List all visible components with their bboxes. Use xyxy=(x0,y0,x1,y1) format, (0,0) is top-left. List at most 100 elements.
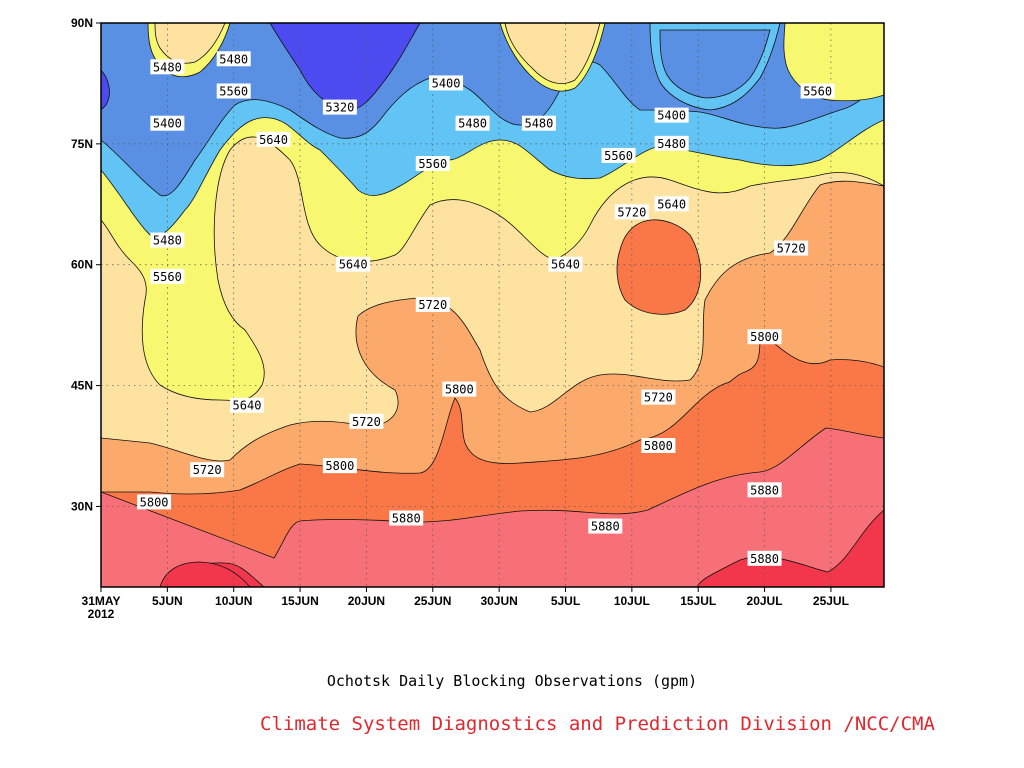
contour-label: 5560 xyxy=(150,268,185,284)
contour-label-text: 5480 xyxy=(657,137,686,151)
contour-label-box xyxy=(415,297,450,312)
contour-label-box xyxy=(349,413,384,429)
contour-label-text: 5480 xyxy=(153,234,182,248)
contour-label-box xyxy=(150,232,185,248)
contour-label: 5880 xyxy=(747,482,782,498)
contour-label: 5480 xyxy=(150,232,185,248)
contour-band xyxy=(616,219,702,315)
contour-label-box xyxy=(654,135,689,151)
y-tick-label: 30N xyxy=(71,499,93,513)
contour-label-text: 5480 xyxy=(524,117,553,131)
contour-label-box xyxy=(548,256,583,272)
contour-label: 5320 xyxy=(322,99,357,115)
contour-label-box xyxy=(654,107,689,123)
contour-label-text: 5880 xyxy=(392,512,421,526)
contour-label-text: 5880 xyxy=(591,520,620,534)
contour-label-text: 5800 xyxy=(325,459,354,473)
contour-label-box xyxy=(336,256,371,272)
x-tick-label: 5JUL xyxy=(551,594,580,608)
contour-label-text: 5400 xyxy=(432,76,461,90)
x-tick-label: 10JUL xyxy=(614,594,650,608)
contour-label-text: 5720 xyxy=(352,415,381,429)
credit-line: Climate System Diagnostics and Predictio… xyxy=(260,713,935,735)
contour-label: 5720 xyxy=(349,413,384,429)
contour-label: 5400 xyxy=(429,75,464,91)
contour-label: 5800 xyxy=(442,381,477,397)
contour-label-box xyxy=(256,131,291,147)
contour-label-text: 5480 xyxy=(458,117,487,131)
contour-label-text: 5640 xyxy=(551,258,580,272)
contour-label-box xyxy=(150,115,185,131)
contour-label: 5720 xyxy=(641,389,676,405)
contour-label: 5800 xyxy=(641,438,676,453)
contour-label: 5720 xyxy=(614,204,649,220)
contour-label: 5720 xyxy=(415,297,450,312)
contour-label-box xyxy=(800,83,835,99)
contour-label: 5640 xyxy=(548,256,583,272)
contour-label-box xyxy=(322,99,357,115)
x-tick-label: 15JUL xyxy=(680,594,716,608)
contour-label-text: 5880 xyxy=(750,483,779,497)
contour-fills xyxy=(101,23,884,587)
contour-label: 5560 xyxy=(601,147,636,163)
contour-label-box xyxy=(774,240,809,256)
contour-label: 5800 xyxy=(322,458,357,474)
x-tick-label: 5JUN xyxy=(152,594,183,608)
contour-label-box xyxy=(415,156,450,171)
contour-label: 5400 xyxy=(150,115,185,131)
contour-label: 5400 xyxy=(654,107,689,123)
x-tick-label: 31MAY xyxy=(82,594,121,608)
contour-label-text: 5720 xyxy=(418,298,447,312)
contour-label-box xyxy=(137,494,172,510)
contour-label-text: 5480 xyxy=(219,52,248,66)
contour-label-box xyxy=(641,389,676,405)
contour-label: 5640 xyxy=(256,131,291,147)
chart-caption: Ochotsk Daily Blocking Observations (gpm… xyxy=(326,672,698,690)
contour-label-box xyxy=(322,458,357,474)
contour-label-box xyxy=(150,59,185,75)
contour-label-box xyxy=(442,381,477,397)
contour-label: 5480 xyxy=(455,115,490,131)
contour-band xyxy=(659,29,771,99)
y-tick-label: 60N xyxy=(71,258,93,272)
contour-label-box xyxy=(216,51,251,67)
contour-label-text: 5560 xyxy=(153,270,182,284)
contour-label-box xyxy=(429,75,464,91)
contour-label-box xyxy=(654,196,689,212)
contour-label: 5480 xyxy=(150,59,185,75)
contour-labels: 5480 5400 5480 5560 5640 5320 5400 5480 5560 5480… xyxy=(137,51,835,566)
x-tick-label: 20JUN xyxy=(348,594,385,608)
contour-label-text: 5800 xyxy=(445,383,474,397)
contour-label: 5480 xyxy=(654,135,689,151)
contour-label: 5720 xyxy=(190,462,225,478)
contour-label-box xyxy=(614,204,649,220)
contour-label-box xyxy=(455,115,490,131)
contour-label-text: 5640 xyxy=(657,197,686,211)
contour-label-text: 5640 xyxy=(233,399,262,413)
contour-label-box xyxy=(216,83,251,99)
x-tick-label: 30JUN xyxy=(480,594,517,608)
contour-label-text: 5800 xyxy=(644,439,673,453)
contour-label: 5560 xyxy=(415,156,450,171)
contour-label-box xyxy=(389,510,424,526)
x-tick-label: 15JUN xyxy=(281,594,318,608)
contour-label: 5720 xyxy=(774,240,809,256)
contour-label-text: 5640 xyxy=(339,258,368,272)
y-tick-label: 45N xyxy=(71,379,93,393)
contour-label-text: 5560 xyxy=(219,84,248,98)
contour-label: 5640 xyxy=(654,196,689,212)
contour-label-box xyxy=(229,397,264,413)
contour-label-box xyxy=(747,482,782,498)
x-tick-label: 25JUN xyxy=(414,594,451,608)
contour-label-text: 5560 xyxy=(803,84,832,98)
contour-label-box xyxy=(747,329,782,345)
contour-label-text: 5720 xyxy=(193,463,222,477)
contour-label: 5640 xyxy=(229,397,264,413)
contour-label-box xyxy=(641,438,676,453)
contour-label-text: 5720 xyxy=(777,242,806,256)
x-tick-label: 25JUL xyxy=(813,594,849,608)
contour-label-text: 5400 xyxy=(153,117,182,131)
x-year-label: 2012 xyxy=(88,607,115,621)
contour-label-text: 5720 xyxy=(644,391,673,405)
